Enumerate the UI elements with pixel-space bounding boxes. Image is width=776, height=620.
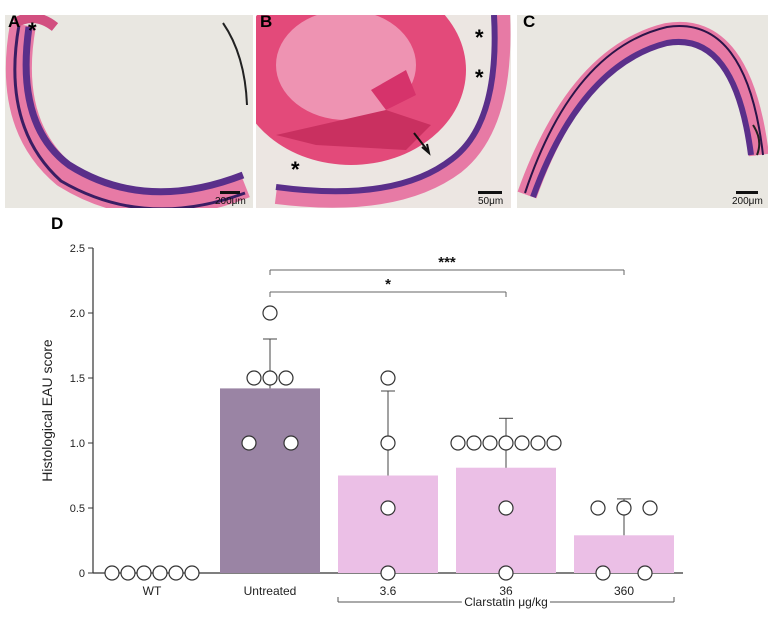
- data-point: [380, 435, 396, 451]
- bar-360: [574, 535, 674, 573]
- y-tick-label: 2.0: [70, 308, 85, 320]
- y-tick-label: 1.5: [70, 373, 85, 385]
- bar-36: [456, 467, 556, 573]
- y-tick-label: 1.0: [70, 438, 85, 450]
- data-point: [514, 435, 530, 451]
- x-tick-label: 36: [499, 584, 513, 598]
- bar-3.6: [338, 475, 438, 573]
- data-point: [616, 500, 632, 516]
- x-tick-label: Untreated: [244, 584, 297, 598]
- bar-Untreated: [220, 388, 320, 573]
- histology-panel-b: B * * * 50μm: [256, 15, 511, 208]
- scale-text-a: 200μm: [215, 196, 246, 207]
- data-point: [152, 565, 168, 581]
- asterisk-marker: *: [28, 18, 37, 43]
- data-point: [642, 500, 658, 516]
- y-tick-label: 0: [79, 568, 85, 580]
- data-point: [184, 565, 200, 581]
- asterisk-marker: *: [475, 25, 484, 50]
- scale-text-c: 200μm: [732, 196, 763, 207]
- data-point: [120, 565, 136, 581]
- panel-letter-c: C: [523, 15, 536, 31]
- data-point: [590, 500, 606, 516]
- retina-section-image-c: [517, 15, 768, 208]
- scale-bar-c: [736, 191, 758, 194]
- data-point: [168, 565, 184, 581]
- data-point: [278, 370, 294, 386]
- scale-text-b: 50μm: [478, 196, 504, 207]
- scale-bar-b: [478, 191, 502, 194]
- scale-bar-a: [220, 191, 240, 194]
- data-point: [595, 565, 611, 581]
- data-point: [241, 435, 257, 451]
- panel-letter-b: B: [260, 15, 273, 31]
- histology-panel-a: A * 200μm: [5, 15, 253, 208]
- asterisk-marker: *: [475, 65, 484, 90]
- data-point: [262, 370, 278, 386]
- x-tick-label: 3.6: [380, 584, 397, 598]
- retina-section-image-a: [5, 15, 253, 208]
- data-point: [498, 565, 514, 581]
- data-point: [380, 500, 396, 516]
- data-point: [466, 435, 482, 451]
- retina-section-image-b: [256, 15, 511, 208]
- y-tick-label: 0.5: [70, 503, 85, 515]
- data-point: [498, 435, 514, 451]
- data-point: [380, 565, 396, 581]
- data-point: [498, 500, 514, 516]
- asterisk-marker: *: [291, 157, 300, 182]
- y-axis-title: Histological EAU score: [39, 339, 55, 482]
- histology-panel-c: C 200μm: [517, 15, 768, 208]
- data-point: [530, 435, 546, 451]
- data-point: [262, 305, 278, 321]
- data-point: [246, 370, 262, 386]
- panel-letter-a: A: [8, 15, 21, 31]
- significance-label: *: [385, 276, 391, 293]
- x-tick-label: 360: [614, 584, 634, 598]
- panel-letter-d: D: [51, 214, 64, 233]
- data-point: [283, 435, 299, 451]
- data-point: [482, 435, 498, 451]
- data-point: [637, 565, 653, 581]
- data-point: [136, 565, 152, 581]
- group-label: Clarstatin μg/kg: [464, 595, 548, 609]
- x-tick-label: WT: [143, 584, 162, 598]
- significance-label: ***: [438, 254, 456, 271]
- data-point: [104, 565, 120, 581]
- y-tick-label: 2.5: [70, 243, 85, 255]
- data-point: [546, 435, 562, 451]
- data-point: [450, 435, 466, 451]
- data-point: [380, 370, 396, 386]
